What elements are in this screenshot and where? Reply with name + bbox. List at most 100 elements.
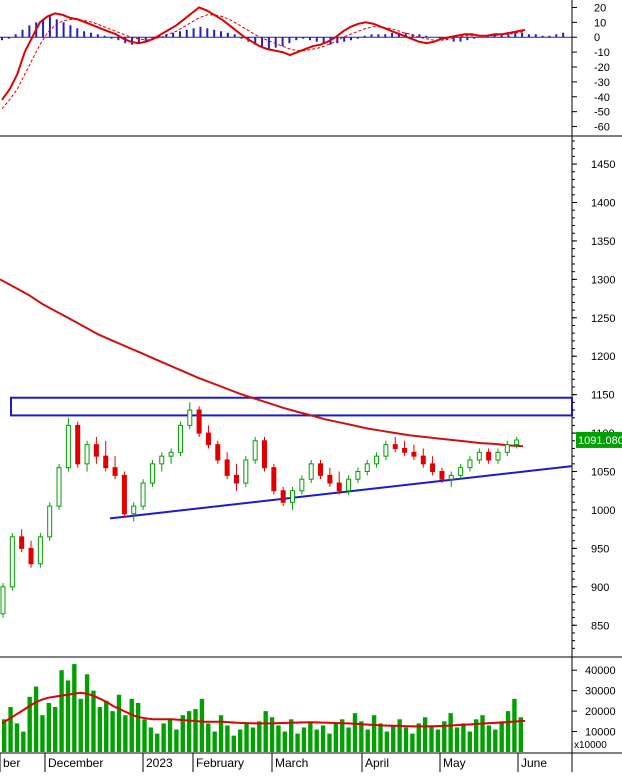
- candle-body: [56, 467, 62, 507]
- candle-body: [233, 474, 239, 484]
- volume-bar: [512, 698, 517, 752]
- candle-body: [467, 459, 473, 469]
- x-axis-label: December: [48, 756, 103, 770]
- volume-bar: [365, 729, 370, 752]
- candle-body: [299, 478, 305, 492]
- macd-y-tick-label: 10: [594, 17, 606, 29]
- volume-bar: [40, 715, 45, 752]
- volume-bar: [301, 727, 307, 752]
- price-y-tick-label: 1150: [591, 390, 615, 402]
- candle-body: [374, 455, 380, 465]
- candle-body: [392, 444, 398, 449]
- price-y-tick-label: 1400: [591, 197, 615, 209]
- volume-bar: [269, 717, 275, 752]
- volume-bar: [53, 707, 58, 752]
- volume-bar: [422, 717, 428, 752]
- price-y-tick-label: 1300: [591, 274, 615, 286]
- candle-body: [262, 440, 267, 469]
- candle-body: [0, 586, 6, 615]
- candle-body: [318, 463, 324, 476]
- volume-bar: [295, 733, 300, 752]
- volume-bar: [282, 731, 288, 752]
- candle-body: [93, 444, 99, 457]
- volume-bar: [384, 731, 390, 752]
- candle-body: [65, 424, 71, 469]
- volume-bar: [263, 711, 268, 752]
- price-y-tick-label: 1000: [591, 505, 615, 517]
- volume-y-tick-label: 30000: [585, 686, 616, 698]
- volume-bar: [442, 721, 447, 752]
- volume-bar: [148, 727, 154, 752]
- candle-body: [140, 482, 146, 507]
- volume-bar: [97, 707, 103, 752]
- volume-bar: [14, 723, 20, 752]
- volume-bar: [199, 698, 205, 752]
- volume-bar: [359, 721, 364, 752]
- volume-bar: [454, 727, 460, 752]
- volume-bar: [180, 715, 185, 752]
- candle-body: [149, 463, 155, 484]
- candle-body: [37, 536, 43, 565]
- volume-bar: [65, 680, 71, 752]
- candle-body: [476, 451, 482, 461]
- volume-bar: [314, 729, 319, 752]
- volume-bar: [486, 725, 492, 752]
- candle-body: [430, 463, 436, 473]
- candle-body: [28, 547, 34, 565]
- volume-moving-average: [1, 691, 526, 728]
- volume-bar: [167, 719, 173, 752]
- volume-bar: [142, 719, 147, 752]
- volume-bar: [123, 715, 128, 752]
- volume-bar: [435, 729, 441, 752]
- volume-bar: [174, 729, 179, 752]
- volume-y-tick-label: 20000: [585, 706, 616, 718]
- volume-bar: [72, 664, 77, 752]
- volume-bar: [33, 686, 39, 752]
- support-trendline: [109, 465, 573, 520]
- candle-body: [47, 505, 53, 538]
- macd-y-tick-label: 0: [594, 32, 600, 44]
- volume-bar: [155, 733, 160, 752]
- last-price-label: 1091.080: [578, 435, 622, 447]
- candle-body: [159, 455, 165, 465]
- volume-y-tick-label: 40000: [585, 665, 616, 677]
- volume-bar: [378, 723, 383, 752]
- candle-body: [224, 459, 230, 476]
- volume-bar: [91, 690, 96, 752]
- price-y-tick-label: 1200: [591, 351, 615, 363]
- macd-y-tick-label: -60: [594, 122, 610, 134]
- volume-bar: [320, 725, 326, 752]
- volume-bar: [480, 715, 485, 752]
- candle-body: [346, 478, 352, 492]
- price-y-tick-label: 1250: [591, 313, 615, 325]
- volume-bar: [110, 711, 115, 752]
- candle-body: [9, 536, 15, 588]
- volume-bar: [218, 715, 224, 752]
- volume-bar: [21, 731, 26, 752]
- candle-body: [383, 444, 389, 457]
- candle-body: [196, 409, 202, 434]
- candle-body: [280, 490, 286, 503]
- price-y-tick-label: 1050: [591, 467, 615, 479]
- candle-body: [514, 439, 520, 446]
- candle-body: [308, 463, 314, 480]
- volume-bar: [467, 731, 472, 752]
- volume-bar: [518, 717, 523, 752]
- candle-body: [290, 490, 296, 503]
- candle-body: [121, 474, 127, 515]
- volume-bar: [237, 729, 243, 752]
- candle-body: [187, 409, 193, 426]
- macd-y-tick-label: -40: [594, 92, 610, 104]
- price-y-tick-label: 1350: [591, 236, 615, 248]
- volume-bar: [8, 707, 13, 752]
- volume-bar: [104, 700, 109, 752]
- candle-body: [402, 447, 408, 453]
- candle-body: [243, 459, 249, 484]
- candle-body: [19, 536, 25, 549]
- candle-body: [84, 444, 90, 465]
- macd-y-tick-label: -50: [594, 107, 610, 119]
- volume-bar: [403, 727, 409, 752]
- volume-bar: [84, 674, 90, 752]
- candle-body: [75, 424, 81, 465]
